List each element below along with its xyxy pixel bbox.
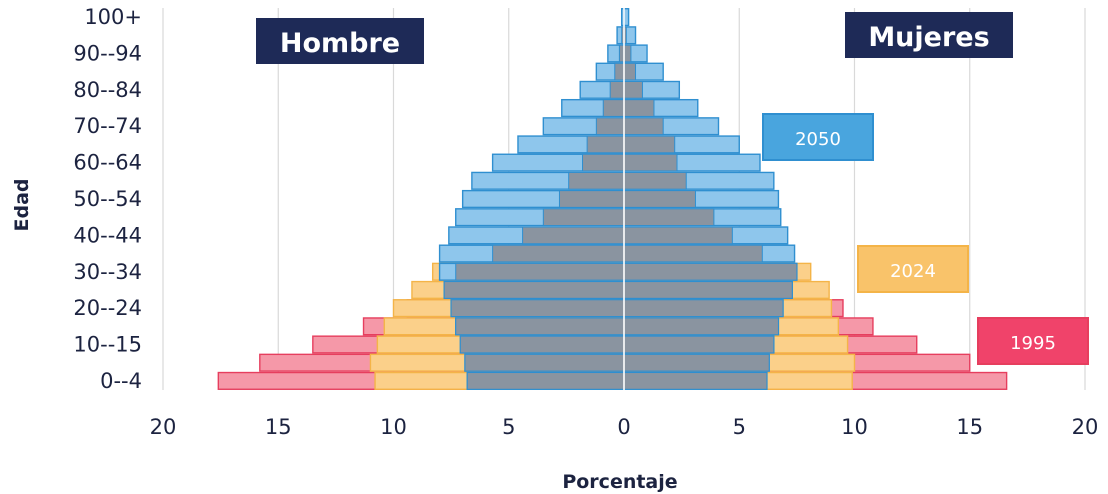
hombre-label-background xyxy=(256,18,424,64)
bar-inner-hombre-50--54 xyxy=(558,190,625,208)
y-tick-label: 50--54 xyxy=(73,187,142,211)
y-tick-label: 0--4 xyxy=(100,369,142,393)
bars-layer xyxy=(217,8,1008,390)
y-tick-label: 60--64 xyxy=(73,151,142,175)
bar-inner-hombre-10--15 xyxy=(459,335,625,354)
y-tick-label: 100+ xyxy=(84,5,142,29)
x-tick-label: 20 xyxy=(150,415,177,439)
legend-2050: 2050 xyxy=(762,113,874,161)
x-tick-labels: 20 15 10 5 0 5 10 15 20 xyxy=(150,415,1099,439)
bar-inner-mujeres-60--64 xyxy=(623,153,678,172)
bar-inner-mujeres-5--9 xyxy=(623,353,770,372)
y-tick-label: 40--44 xyxy=(73,223,142,247)
hombre-label-text: Hombre xyxy=(280,28,400,59)
legend-1995-swatch xyxy=(977,317,1089,365)
legend-1995: 1995 xyxy=(977,317,1089,365)
y-axis-title: Edad xyxy=(11,178,33,231)
y-tick-label: 30--34 xyxy=(73,260,142,284)
mujeres-label: Mujeres xyxy=(845,12,1013,58)
x-tick-label: 10 xyxy=(841,415,868,439)
bar-inner-mujeres-10--15 xyxy=(623,335,775,354)
y-tick-label: 10--15 xyxy=(73,333,142,357)
bar-inner-mujeres-20--24 xyxy=(623,299,784,318)
bar-inner-mujeres-50--54 xyxy=(623,190,696,208)
bar-inner-hombre-70--74 xyxy=(595,117,625,136)
bar-inner-mujeres-0--4 xyxy=(623,372,768,390)
bar-inner-hombre-65--69 xyxy=(586,135,625,154)
legend-2050-label: 2050 xyxy=(795,129,841,150)
legend-2050-swatch xyxy=(762,113,874,161)
bar-inner-mujeres-85--89 xyxy=(623,62,637,81)
y-tick-labels: 0--4 10--15 20--24 30--34 40--44 50--54 60--64… xyxy=(73,5,142,393)
hombre-label: Hombre xyxy=(256,18,424,64)
bar-inner-mujeres-80--84 xyxy=(623,80,643,99)
x-tick-label: 15 xyxy=(956,415,983,439)
x-axis-title: Porcentaje xyxy=(562,471,677,493)
bar-inner-hombre-80--84 xyxy=(609,80,625,99)
bar-inner-mujeres-45--49 xyxy=(623,208,715,227)
x-tick-label: 5 xyxy=(733,415,746,439)
legend-2024: 2024 xyxy=(857,245,969,293)
bar-inner-mujeres-35--39 xyxy=(623,244,763,263)
bar-inner-mujeres-90--94 xyxy=(623,44,632,63)
legend-1995-label: 1995 xyxy=(1010,333,1056,354)
bar-inner-hombre-15--19 xyxy=(455,317,625,336)
bar-inner-hombre-75--79 xyxy=(602,99,625,117)
bar-inner-hombre-5--9 xyxy=(464,353,625,372)
y-tick-label: 20--24 xyxy=(73,296,142,320)
bar-inner-hombre-85--89 xyxy=(614,62,625,81)
y-tick-label: 80--84 xyxy=(73,78,142,102)
bar-inner-mujeres-55--59 xyxy=(623,171,687,190)
y-tick-label: 70--74 xyxy=(73,114,142,138)
bar-inner-mujeres-15--19 xyxy=(623,317,779,336)
x-tick-label: 20 xyxy=(1072,415,1099,439)
x-tick-label: 5 xyxy=(502,415,515,439)
bar-inner-hombre-25--29 xyxy=(443,281,625,299)
bar-inner-mujeres-65--69 xyxy=(623,135,676,154)
bar-inner-mujeres-25--29 xyxy=(623,281,793,299)
bar-inner-mujeres-40--44 xyxy=(623,226,733,245)
mujeres-label-background xyxy=(845,12,1013,58)
bar-inner-hombre-30--34 xyxy=(455,262,625,281)
legend-2024-swatch xyxy=(857,245,969,293)
x-tick-label: 15 xyxy=(265,415,292,439)
series-inner xyxy=(443,26,798,390)
bar-inner-hombre-35--39 xyxy=(492,244,625,263)
legend-2024-label: 2024 xyxy=(890,261,936,282)
y-tick-label: 90--94 xyxy=(73,41,142,65)
bar-inner-mujeres-70--74 xyxy=(623,117,664,136)
bar-inner-hombre-60--64 xyxy=(582,153,625,172)
bar-inner-hombre-20--24 xyxy=(450,299,625,318)
bar-inner-hombre-40--44 xyxy=(522,226,625,245)
mujeres-label-text: Mujeres xyxy=(868,22,989,53)
bar-inner-hombre-55--59 xyxy=(568,171,625,190)
bar-inner-hombre-45--49 xyxy=(542,208,625,227)
bar-inner-mujeres-75--79 xyxy=(623,99,655,117)
bar-inner-mujeres-30--34 xyxy=(623,262,798,281)
x-tick-label: 10 xyxy=(380,415,407,439)
x-tick-label: 0 xyxy=(617,415,630,439)
bar-inner-hombre-0--4 xyxy=(466,372,625,390)
